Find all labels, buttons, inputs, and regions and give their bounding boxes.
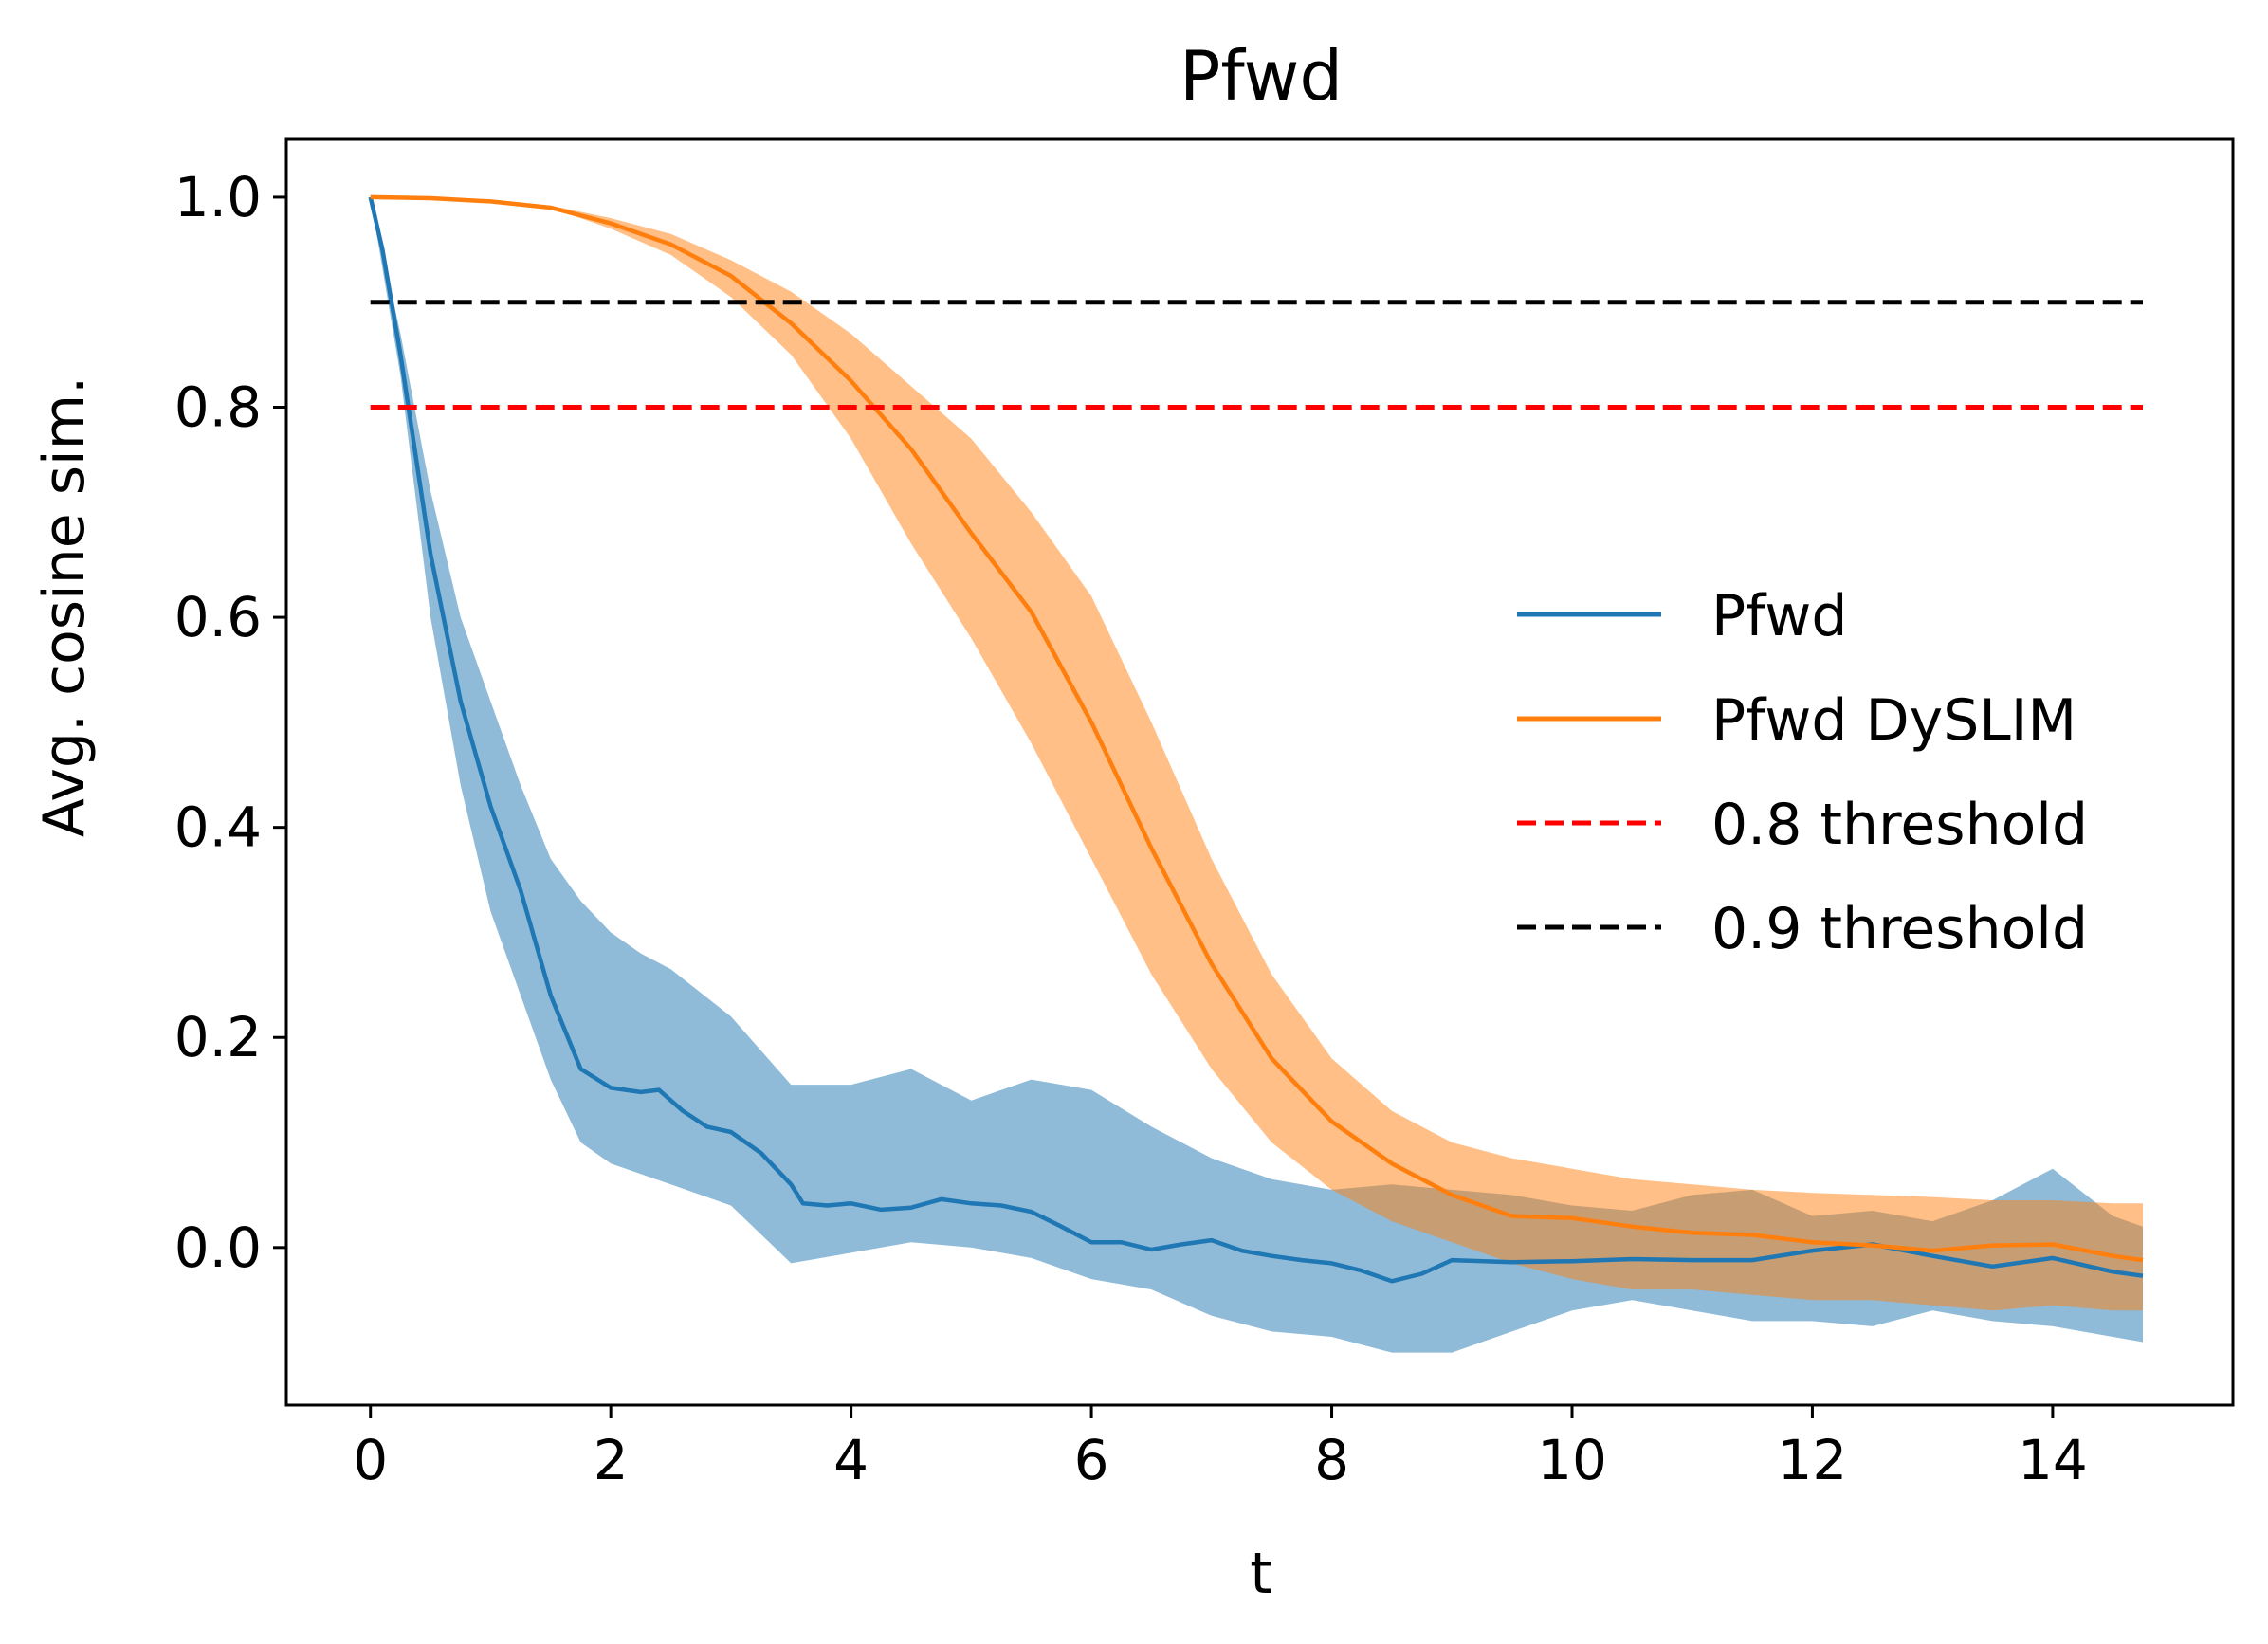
x-tick-label: 0 <box>353 1428 388 1492</box>
legend-label: Pfwd DySLIM <box>1711 687 2076 754</box>
y-tick-label: 0.6 <box>174 585 262 649</box>
y-tick-label: 0.2 <box>174 1005 262 1069</box>
x-tick-label: 2 <box>594 1428 629 1492</box>
plot-area <box>368 194 2144 1353</box>
x-tick-label: 8 <box>1314 1428 1349 1492</box>
series-line-pfwd-dyslim <box>370 194 2144 1263</box>
x-tick-label: 4 <box>833 1428 869 1492</box>
y-tick-label: 0.4 <box>174 795 262 860</box>
x-tick-label: 6 <box>1074 1428 1109 1492</box>
legend-label: Pfwd <box>1711 583 1847 649</box>
y-tick-label: 1.0 <box>174 165 262 229</box>
band-pfwd <box>370 196 2144 1353</box>
x-tick-label: 12 <box>1778 1428 1848 1492</box>
x-tick-label: 14 <box>2018 1428 2088 1492</box>
chart-title: Pfwd <box>1180 36 1343 116</box>
x-tick-label: 10 <box>1537 1428 1607 1492</box>
band-pfwd-dyslim <box>370 196 2144 1311</box>
legend-label: 0.9 threshold <box>1711 896 2088 962</box>
legend-label: 0.8 threshold <box>1711 792 2088 858</box>
x-axis: 0 2 4 6 8 10 12 14 <box>353 1405 2088 1492</box>
y-axis-label: Avg. cosine sim. <box>31 376 98 837</box>
plot-frame <box>284 137 2235 1407</box>
y-axis: 0.0 0.2 0.4 0.6 0.8 1.0 <box>174 165 286 1280</box>
y-tick-label: 0.8 <box>174 375 262 440</box>
y-tick-label: 0.0 <box>174 1215 262 1280</box>
series-line-pfwd <box>368 196 2144 1284</box>
legend: Pfwd Pfwd DySLIM 0.8 threshold 0.9 threshol… <box>1517 583 2088 962</box>
x-axis-label: t <box>1250 1541 1272 1607</box>
